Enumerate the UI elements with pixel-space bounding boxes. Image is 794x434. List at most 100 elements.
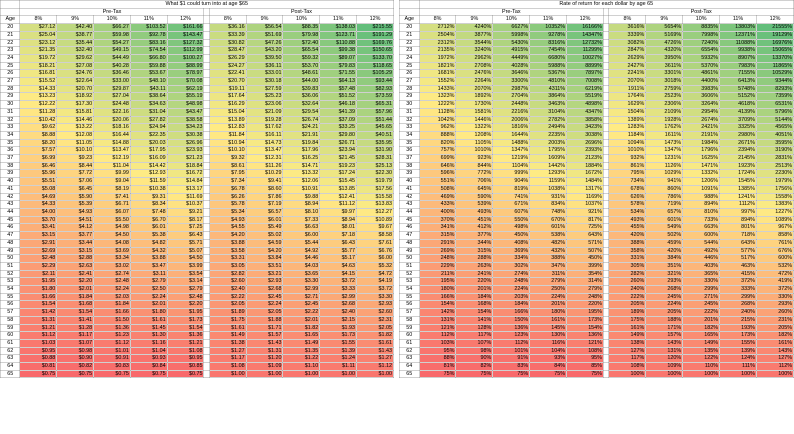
pre-tax-cell[interactable]: 539% [455, 200, 494, 209]
post-tax-cell[interactable]: $6.63 [282, 223, 321, 233]
post-tax-cell[interactable]: 7155% [719, 69, 757, 79]
post-tax-cell[interactable]: $79.83 [319, 61, 358, 71]
post-tax-cell[interactable]: 109% [645, 362, 684, 371]
pre-tax-cell[interactable]: $0.98 [56, 346, 95, 356]
post-tax-cell[interactable]: 718% [719, 231, 757, 240]
post-tax-cell[interactable]: $1.00 [319, 369, 358, 379]
post-tax-cell[interactable]: $33.01 [245, 69, 284, 79]
post-tax-cell[interactable]: $7.86 [245, 192, 284, 202]
pre-tax-cell[interactable]: $14.33 [19, 84, 58, 94]
post-tax-cell[interactable]: $14.71 [282, 161, 321, 171]
pre-tax-cell[interactable]: 1644% [492, 130, 531, 140]
pre-tax-cell[interactable]: 83% [492, 362, 531, 371]
pre-tax-cell[interactable]: 1169% [566, 192, 604, 202]
post-tax-cell[interactable]: $2.45 [282, 300, 321, 310]
post-tax-cell[interactable]: $8.58 [356, 231, 394, 240]
post-tax-cell[interactable]: 13803% [719, 23, 757, 32]
pre-tax-cell[interactable]: $3.34 [93, 254, 131, 263]
post-tax-cell[interactable]: $6.26 [208, 192, 247, 202]
post-tax-cell[interactable]: 19129% [755, 30, 794, 40]
post-tax-cell[interactable]: 517% [719, 254, 757, 263]
pre-tax-cell[interactable]: 154% [418, 300, 457, 310]
post-tax-cell[interactable]: $26.74 [282, 115, 321, 125]
pre-tax-cell[interactable]: 408% [492, 238, 531, 248]
post-tax-cell[interactable]: 4618% [719, 100, 757, 109]
post-tax-cell[interactable]: $11.26 [245, 161, 284, 171]
pre-tax-cell[interactable]: $32.40 [56, 46, 95, 55]
pre-tax-cell[interactable]: 1892% [455, 92, 494, 102]
pre-tax-cell[interactable]: $5.96 [19, 169, 58, 179]
pre-tax-cell[interactable]: $0.93 [129, 354, 168, 364]
post-tax-cell[interactable]: 138% [608, 338, 647, 348]
post-tax-cell[interactable]: $9.32 [208, 154, 247, 163]
age-cell[interactable]: 55 [0, 292, 21, 302]
pre-tax-cell[interactable]: $1.50 [93, 315, 131, 325]
pre-tax-cell[interactable]: $17.95 [129, 146, 168, 156]
post-tax-cell[interactable]: 245% [645, 292, 684, 302]
post-tax-cell[interactable]: 135% [682, 346, 721, 356]
post-tax-cell[interactable]: 15065% [755, 46, 794, 55]
age-cell[interactable]: 34 [399, 130, 420, 140]
pre-tax-cell[interactable]: 923% [455, 154, 494, 163]
post-tax-cell[interactable]: 351% [645, 261, 684, 271]
post-tax-cell[interactable]: $13.85 [319, 184, 358, 194]
pre-tax-cell[interactable]: $3.70 [19, 215, 58, 225]
pre-tax-cell[interactable]: $8.44 [56, 161, 95, 171]
post-tax-cell[interactable]: 293% [645, 277, 684, 286]
post-tax-cell[interactable]: $13.32 [282, 169, 321, 179]
pre-tax-cell[interactable]: 16166% [566, 23, 604, 32]
pre-tax-cell[interactable]: $2.79 [129, 277, 168, 286]
pre-tax-cell[interactable]: $6.46 [19, 161, 58, 171]
post-tax-cell[interactable]: $21.09 [245, 107, 284, 117]
pre-tax-cell[interactable]: 2135% [418, 46, 457, 55]
pre-tax-cell[interactable]: $5.50 [93, 215, 131, 225]
post-tax-cell[interactable]: $5.78 [208, 200, 247, 209]
post-tax-cell[interactable]: 175% [608, 315, 647, 325]
post-tax-cell[interactable]: $4.92 [282, 246, 321, 256]
post-tax-cell[interactable]: 3709% [719, 115, 757, 125]
pre-tax-cell[interactable]: $7.57 [19, 146, 58, 156]
pre-tax-cell[interactable]: 671% [492, 200, 531, 209]
pre-tax-cell[interactable]: 154% [455, 308, 494, 317]
pre-tax-cell[interactable]: $4.51 [56, 215, 95, 225]
pre-tax-cell[interactable]: $2.69 [19, 246, 58, 256]
age-cell[interactable]: 49 [0, 246, 21, 256]
post-tax-cell[interactable]: $4.15 [319, 269, 358, 279]
pre-tax-cell[interactable]: 101% [492, 346, 531, 356]
pre-tax-cell[interactable]: $11.59 [129, 177, 168, 186]
post-tax-cell[interactable]: 100% [682, 369, 721, 379]
post-tax-cell[interactable]: $5.32 [356, 261, 394, 271]
pre-tax-cell[interactable]: 224% [529, 292, 568, 302]
post-tax-cell[interactable]: 3325% [719, 123, 757, 132]
pre-tax-cell[interactable]: 1488% [492, 138, 531, 148]
post-tax-cell[interactable]: 1029% [645, 169, 684, 179]
post-tax-cell[interactable]: $4.72 [356, 269, 394, 279]
post-tax-cell[interactable]: $1.93 [319, 323, 358, 333]
post-tax-cell[interactable]: $10.91 [282, 184, 321, 194]
age-cell[interactable]: 24 [0, 53, 21, 63]
pre-tax-cell[interactable]: 2782% [529, 115, 568, 125]
post-tax-cell[interactable]: $16.11 [245, 130, 284, 140]
post-tax-cell[interactable]: $1.35 [282, 346, 321, 356]
pre-tax-cell[interactable]: $3.88 [129, 254, 168, 263]
post-tax-cell[interactable]: $3.21 [245, 269, 284, 279]
post-tax-cell[interactable]: 282% [608, 269, 647, 279]
pre-tax-cell[interactable]: $2.48 [93, 277, 131, 286]
age-cell[interactable]: 65 [0, 369, 21, 379]
pre-tax-cell[interactable]: 2704% [492, 92, 531, 102]
post-tax-cell[interactable]: 4861% [682, 69, 721, 79]
post-tax-cell[interactable]: $1.82 [356, 331, 394, 340]
pre-tax-cell[interactable]: 116% [529, 338, 568, 348]
pre-tax-cell[interactable]: $5.07 [166, 246, 205, 256]
pre-tax-cell[interactable]: $59.98 [93, 30, 131, 40]
post-tax-cell[interactable]: $105.29 [356, 69, 394, 79]
pre-tax-cell[interactable]: $3.54 [166, 269, 205, 279]
pre-tax-cell[interactable]: $74.54 [129, 46, 168, 55]
pre-tax-cell[interactable]: $2.74 [93, 269, 131, 279]
post-tax-cell[interactable]: $5.17 [319, 254, 358, 263]
age-cell[interactable]: 35 [0, 138, 21, 148]
post-tax-cell[interactable]: $72.40 [282, 38, 321, 48]
post-tax-cell[interactable]: $138.03 [319, 23, 358, 32]
post-tax-cell[interactable]: 331% [608, 254, 647, 263]
post-tax-cell[interactable]: 2191% [682, 130, 721, 140]
